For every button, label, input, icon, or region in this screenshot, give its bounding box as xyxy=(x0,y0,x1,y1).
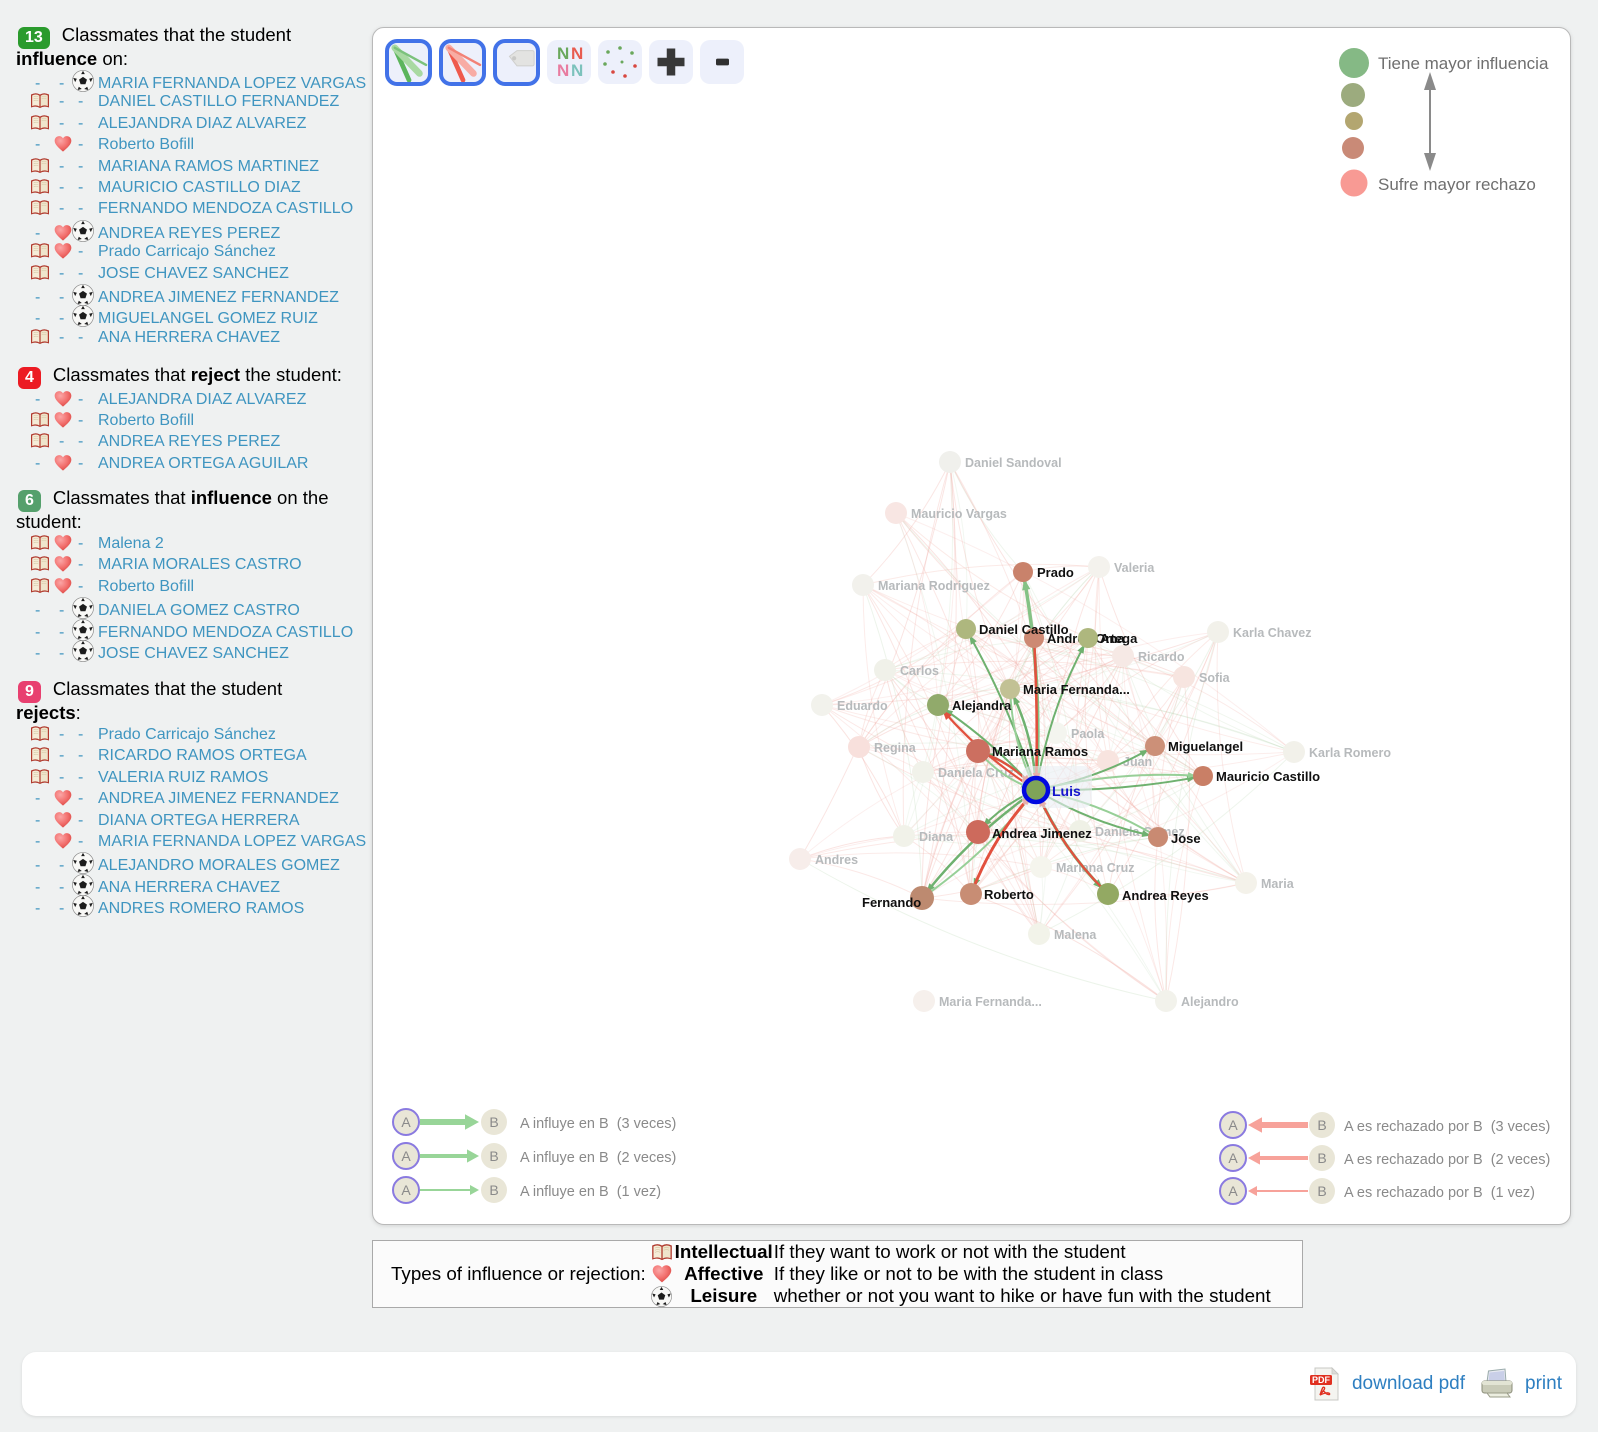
svg-text:B: B xyxy=(1317,1117,1326,1133)
svg-text:A es rechazado por B (2 veces: A es rechazado por B (2 veces) xyxy=(1344,1152,1550,1168)
svg-text:Karla Chavez: Karla Chavez xyxy=(1233,626,1312,640)
svg-text:A influye en B (1 vez): A influye en B (1 vez) xyxy=(520,1184,661,1200)
svg-text:Maria Fernanda...: Maria Fernanda... xyxy=(1023,682,1130,697)
svg-text:Mariana Cruz: Mariana Cruz xyxy=(1056,861,1135,875)
svg-text:Daniela Cruz: Daniela Cruz xyxy=(938,766,1014,780)
svg-text:B: B xyxy=(1317,1150,1326,1166)
svg-text:Fernando: Fernando xyxy=(862,895,921,910)
svg-text:Mariana Rodriguez: Mariana Rodriguez xyxy=(878,579,990,593)
svg-text:Luis: Luis xyxy=(1052,783,1081,799)
svg-text:Carlos: Carlos xyxy=(900,664,939,678)
svg-text:A: A xyxy=(1228,1183,1238,1199)
svg-text:Sofia: Sofia xyxy=(1199,671,1231,685)
svg-text:Ana: Ana xyxy=(1100,631,1125,646)
svg-text:Sufre mayor rechazo: Sufre mayor rechazo xyxy=(1378,175,1536,194)
svg-text:A: A xyxy=(1228,1150,1238,1166)
svg-text:Juan: Juan xyxy=(1123,755,1152,769)
svg-text:Mauricio Castillo: Mauricio Castillo xyxy=(1216,769,1320,784)
svg-text:Prado: Prado xyxy=(1037,565,1074,580)
svg-text:Mauricio Vargas: Mauricio Vargas xyxy=(911,507,1007,521)
svg-text:B: B xyxy=(489,1182,498,1198)
svg-text:Maria Fernanda...: Maria Fernanda... xyxy=(939,995,1042,1009)
svg-text:A: A xyxy=(401,1182,411,1198)
svg-text:B: B xyxy=(489,1114,498,1130)
svg-text:PDF: PDF xyxy=(1312,1375,1331,1385)
svg-text:B: B xyxy=(489,1148,498,1164)
svg-text:A influye en B (3 veces): A influye en B (3 veces) xyxy=(520,1116,676,1132)
svg-text:Roberto: Roberto xyxy=(984,887,1034,902)
svg-text:Andres: Andres xyxy=(815,853,858,867)
svg-text:Tiene mayor influencia: Tiene mayor influencia xyxy=(1378,54,1549,73)
svg-text:B: B xyxy=(1317,1183,1326,1199)
svg-text:Daniel Castillo: Daniel Castillo xyxy=(979,622,1069,637)
svg-text:Andrea Jimenez: Andrea Jimenez xyxy=(992,826,1092,841)
svg-text:Daniel Sandoval: Daniel Sandoval xyxy=(965,456,1062,470)
svg-text:Miguelangel: Miguelangel xyxy=(1168,739,1243,754)
svg-text:Paola: Paola xyxy=(1071,727,1105,741)
svg-text:A es rechazado por B (3 veces: A es rechazado por B (3 veces) xyxy=(1344,1119,1550,1135)
svg-text:Ricardo: Ricardo xyxy=(1138,650,1185,664)
svg-text:Maria: Maria xyxy=(1261,877,1295,891)
svg-text:N: N xyxy=(571,44,583,63)
svg-text:N: N xyxy=(557,61,569,80)
svg-text:Mariana Ramos: Mariana Ramos xyxy=(992,744,1088,759)
svg-text:Valeria: Valeria xyxy=(1114,561,1155,575)
svg-text:A: A xyxy=(1228,1117,1238,1133)
svg-text:A: A xyxy=(401,1148,411,1164)
svg-text:Eduardo: Eduardo xyxy=(837,699,888,713)
svg-text:A influye en B (2 veces): A influye en B (2 veces) xyxy=(520,1150,676,1166)
svg-text:Malena: Malena xyxy=(1054,928,1097,942)
svg-text:Alejandra: Alejandra xyxy=(952,698,1012,713)
svg-text:Regina: Regina xyxy=(874,741,917,755)
svg-text:N: N xyxy=(571,61,583,80)
svg-text:Karla Romero: Karla Romero xyxy=(1309,746,1391,760)
svg-text:N: N xyxy=(557,44,569,63)
svg-text:Diana: Diana xyxy=(919,830,954,844)
svg-text:Alejandro: Alejandro xyxy=(1181,995,1239,1009)
svg-text:A: A xyxy=(401,1114,411,1130)
svg-text:Andrea Reyes: Andrea Reyes xyxy=(1122,888,1209,903)
svg-text:Jose: Jose xyxy=(1171,831,1201,846)
svg-text:A es rechazado por B (1 vez): A es rechazado por B (1 vez) xyxy=(1344,1185,1535,1201)
